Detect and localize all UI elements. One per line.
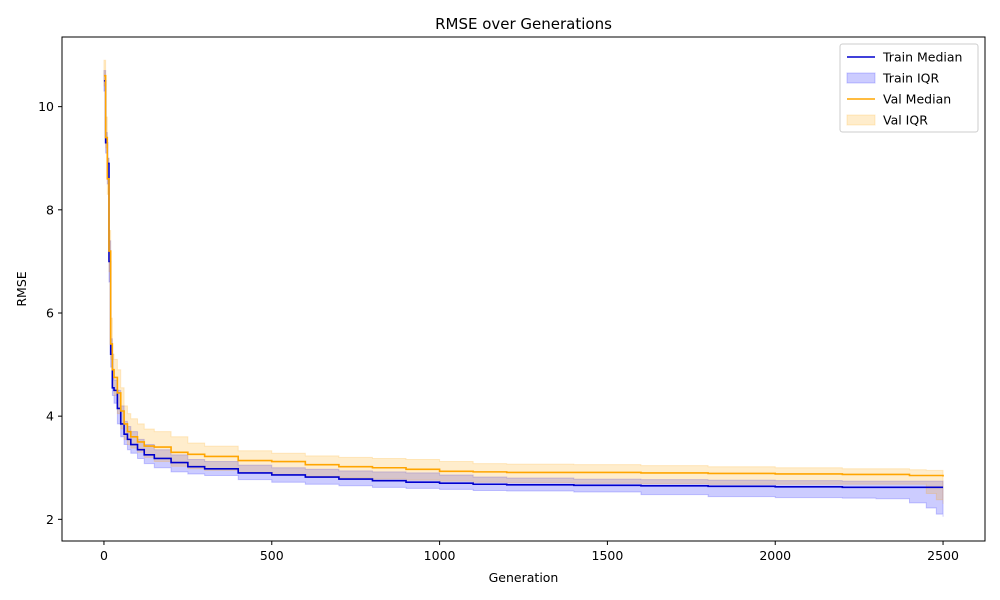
y-tick-label: 4: [46, 409, 54, 424]
x-tick-label: 500: [260, 548, 284, 563]
train-median-line: [103, 80, 944, 489]
plot-area: [103, 59, 944, 517]
val-median-line: [103, 74, 944, 477]
y-axis-title: RMSE: [14, 271, 29, 306]
val-iqr-legend-label: Val IQR: [883, 113, 928, 128]
chart-title: RMSE over Generations: [435, 15, 612, 33]
y-tick-label: 10: [38, 99, 54, 114]
x-tick-label: 2000: [759, 548, 791, 563]
x-tick-label: 1000: [424, 548, 456, 563]
train-median-legend-label: Train Median: [882, 50, 962, 65]
legend-box: [839, 43, 979, 133]
x-tick-label: 1500: [592, 548, 624, 563]
legend: Train Median Train IQR Val Median Val IQR: [839, 43, 979, 133]
x-axis-title: Generation: [489, 570, 559, 585]
val-iqr-legend-swatch: [846, 114, 876, 126]
y-tick-label: 6: [46, 305, 54, 320]
x-tick-label: 2500: [927, 548, 959, 563]
train-iqr-band: [103, 70, 944, 517]
plot-frame: [61, 36, 986, 542]
series-group: [103, 59, 944, 517]
train-iqr-legend-label: Train IQR: [882, 71, 939, 86]
x-tick-label: 0: [100, 548, 108, 563]
axis-ticks: 0 500 1000 1500 2000 2500 2 4 6 8 10: [38, 99, 959, 563]
val-iqr-band: [103, 59, 944, 504]
train-iqr-legend-swatch: [846, 72, 876, 84]
y-tick-label: 2: [46, 512, 54, 527]
val-median-legend-label: Val Median: [883, 92, 951, 107]
y-tick-label: 8: [46, 202, 54, 217]
